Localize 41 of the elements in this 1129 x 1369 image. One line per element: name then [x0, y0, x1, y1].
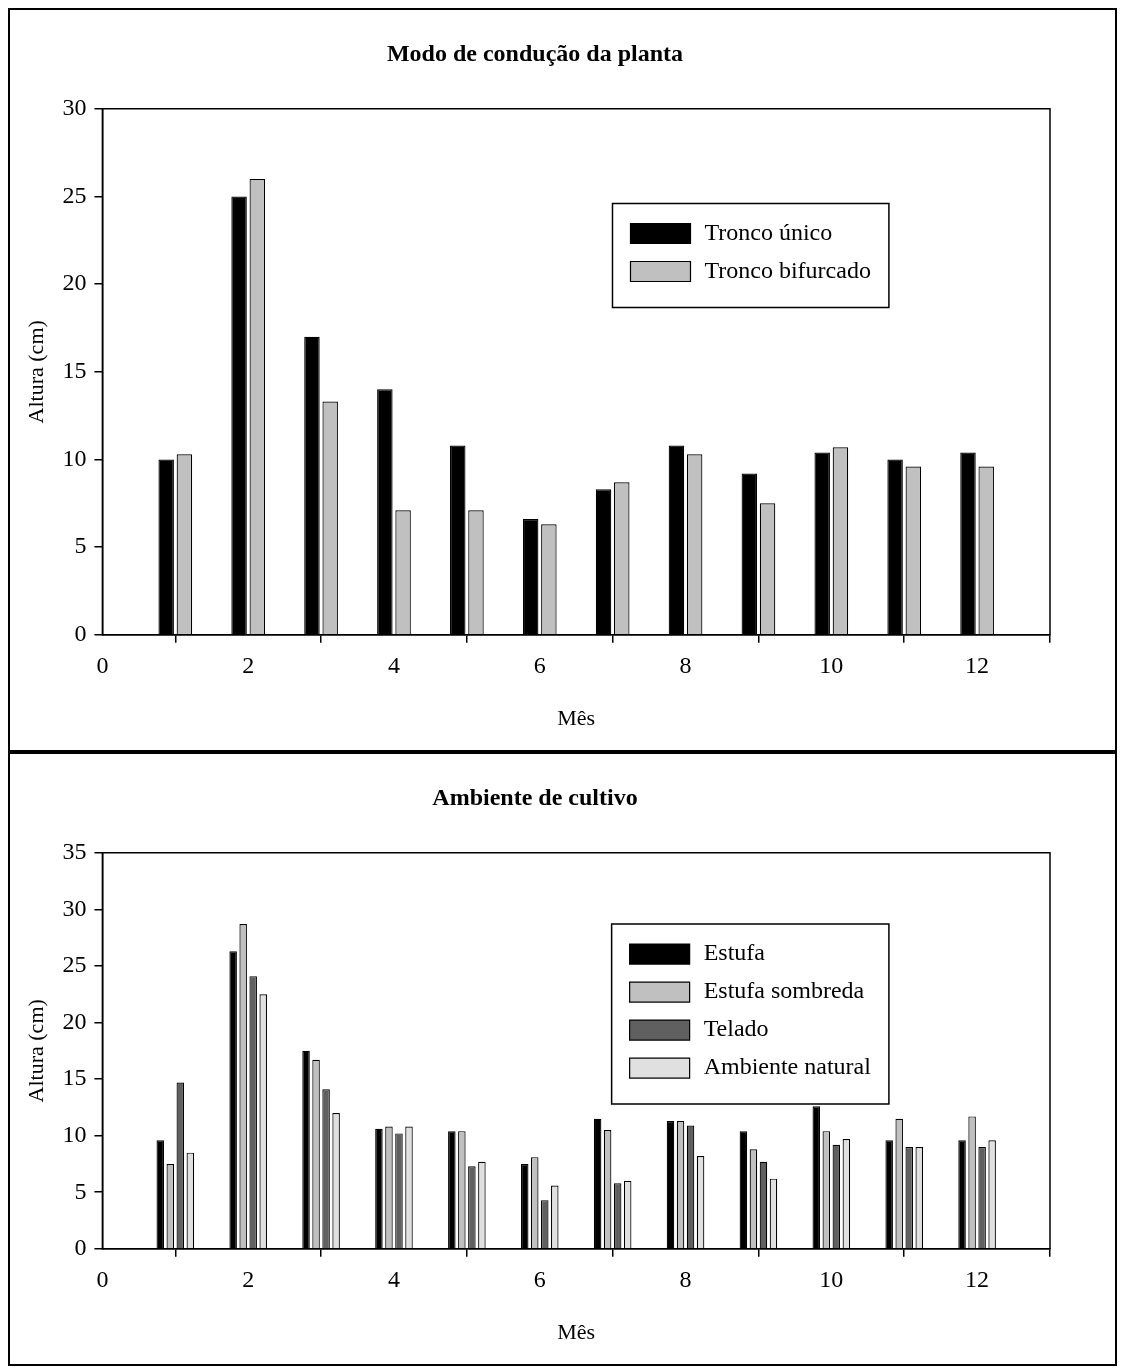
y-tick-label: 10: [62, 1120, 87, 1147]
legend-label: Tronco bifurcado: [704, 256, 871, 283]
legend-label: Tronco único: [704, 218, 833, 245]
x-tick-label: 8: [679, 1266, 692, 1293]
chart-title: Modo de condução da planta: [386, 39, 684, 66]
x-tick-label: 8: [679, 652, 692, 679]
x-axis-title: Mês: [557, 1318, 596, 1344]
x-tick-label: 6: [533, 652, 546, 679]
y-tick-label: 15: [62, 1064, 87, 1091]
y-tick-label: 10: [62, 444, 87, 471]
legend-label: Estufa sombreda: [703, 977, 865, 1004]
legend-label: Ambiente natural: [703, 1053, 872, 1080]
y-tick-label: 5: [74, 1177, 87, 1204]
x-tick-label: 0: [96, 652, 109, 679]
y-tick-label: 25: [62, 951, 87, 978]
x-tick-label: 2: [242, 1266, 255, 1293]
x-tick-label: 2: [242, 652, 255, 679]
y-tick-label: 25: [62, 181, 87, 208]
x-tick-label: 0: [96, 1266, 109, 1293]
x-tick-label: 6: [533, 1266, 546, 1293]
x-axis-title: Mês: [557, 704, 596, 730]
y-tick-label: 5: [74, 532, 87, 559]
legend-label: Estufa: [703, 939, 766, 966]
y-tick-label: 0: [74, 620, 87, 647]
y-tick-label: 20: [62, 1007, 87, 1034]
x-tick-label: 10: [819, 1266, 844, 1293]
y-tick-label: 15: [62, 357, 87, 384]
x-tick-label: 12: [965, 1266, 990, 1293]
y-tick-label: 30: [62, 894, 87, 921]
x-tick-label: 4: [387, 652, 400, 679]
x-tick-label: 4: [387, 1266, 400, 1293]
x-tick-label: 10: [819, 652, 844, 679]
legend-label: Telado: [703, 1015, 769, 1042]
y-axis-title: Altura (cm): [22, 320, 48, 424]
y-tick-label: 0: [74, 1234, 87, 1261]
y-axis-title: Altura (cm): [22, 999, 48, 1103]
y-tick-label: 35: [62, 838, 87, 865]
chart-title: Ambiente de cultivo: [432, 783, 638, 810]
x-tick-label: 12: [965, 652, 990, 679]
y-tick-label: 20: [62, 269, 87, 296]
y-tick-label: 30: [62, 94, 87, 121]
